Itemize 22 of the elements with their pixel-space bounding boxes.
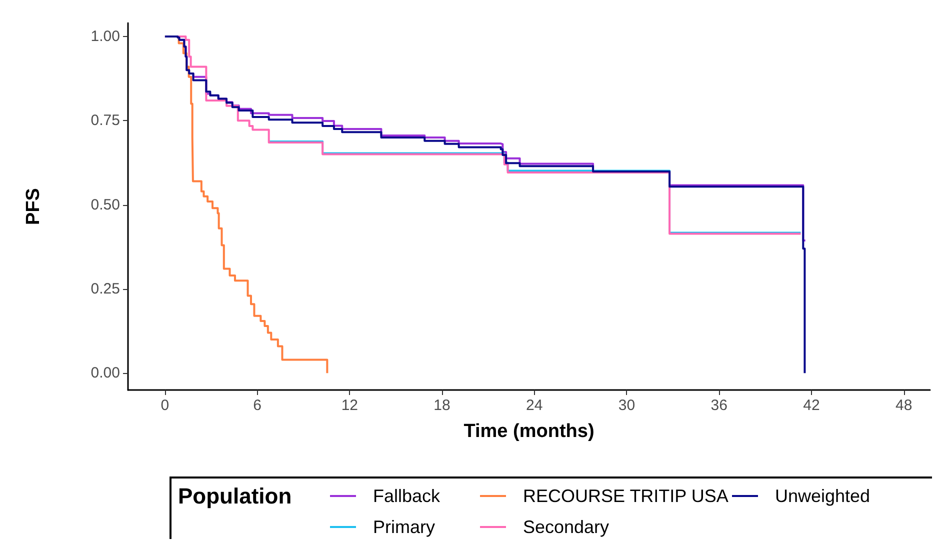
x-tick-label: 6 — [253, 397, 262, 414]
y-tick-label: 0.25 — [90, 280, 120, 298]
y-tick-label: 0.50 — [90, 196, 120, 214]
x-tick-label: 24 — [526, 397, 543, 414]
x-tick-label: 30 — [618, 397, 636, 414]
x-axis-title: Time (months) — [464, 421, 594, 442]
x-tick-label: 18 — [434, 397, 450, 414]
x-tick-label: 36 — [710, 397, 728, 414]
legend-title: Population — [178, 484, 292, 508]
y-tick-label: 0.00 — [90, 364, 120, 382]
legend-label: Unweighted — [775, 486, 870, 506]
x-tick-label: 0 — [160, 397, 170, 414]
x-tick-label: 12 — [341, 397, 358, 414]
legend-label: Secondary — [523, 517, 610, 537]
legend-label: RECOURSE TRITIP USA — [523, 486, 728, 506]
y-tick-label: 1.00 — [90, 28, 120, 45]
y-axis-title: PFS — [23, 188, 44, 225]
legend-label: Fallback — [373, 486, 442, 506]
legend-label: Primary — [373, 517, 435, 537]
x-tick-label: 42 — [803, 397, 820, 414]
x-tick-label: 48 — [895, 397, 912, 414]
y-tick-label: 0.75 — [90, 112, 120, 130]
